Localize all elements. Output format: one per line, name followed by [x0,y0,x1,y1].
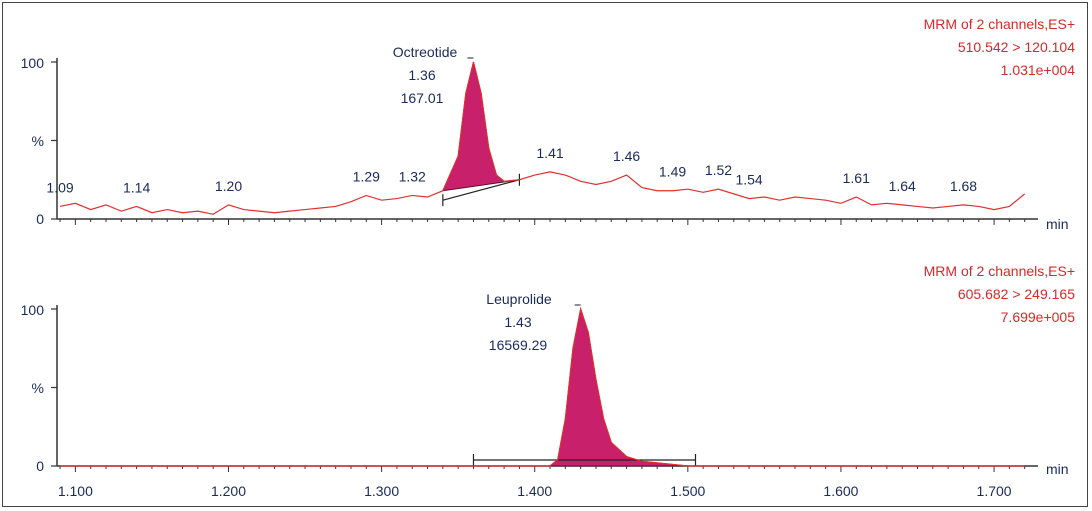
panel2-header-intensity: 7.699e+005 [1001,309,1076,325]
panel2-xunit: min [1046,461,1069,477]
panel1-rt-label: 1.20 [215,178,242,194]
panel1-header-intensity: 1.031e+004 [1001,62,1076,78]
panel1-ylabel: % [32,133,44,149]
panel1-trace-line [59,61,1026,215]
panel1-peak-area [442,61,520,192]
panel1-rt-label: 1.29 [353,168,380,184]
panel2-header-channel: MRM of 2 channels,ES+ [924,263,1075,279]
panel1-rt-label: 1.49 [659,164,686,180]
panel1-peak-name: Octreotide [393,44,458,60]
panel2-peak-rt: 1.43 [504,314,531,330]
x-tick-label: 1.300 [364,483,399,499]
panel1-rt-label: 1.68 [950,178,977,194]
x-tick-label: 1.700 [977,483,1012,499]
x-tick-label: 1.100 [58,483,93,499]
panel2-peak-area: 16569.29 [489,337,548,353]
panel1-rt-label: 1.46 [613,148,640,164]
panel2-peak-name: Leuprolide [486,291,552,307]
x-tick-label: 1.500 [670,483,705,499]
panel2-ylabel: % [32,380,44,396]
panel2-ytick-0: 0 [36,458,44,474]
panel1-header-transition: 510.542 > 120.104 [958,39,1075,55]
panel2-ytick-100: 100 [21,302,45,318]
x-tick-label: 1.600 [823,483,858,499]
panel1-peak-baseline [442,179,520,201]
panel1-rt-label: 1.41 [536,145,563,161]
panel1-xunit: min [1046,216,1069,232]
panel1-rt-label: 1.32 [399,168,426,184]
x-tick-label: 1.200 [211,483,246,499]
panel1-rt-label: 1.52 [705,162,732,178]
panel1-ytick-0: 0 [36,211,44,227]
panel1-peak-rt: 1.36 [408,67,435,83]
panel1-header-channel: MRM of 2 channels,ES+ [924,16,1075,32]
panel2-header-transition: 605.682 > 249.165 [958,286,1075,302]
panel1-rt-label: 1.64 [889,178,916,194]
panel1-peak-area: 167.01 [401,90,444,106]
panel1-rt-label: 1.54 [735,172,762,188]
panel1-ytick-100: 100 [21,55,45,71]
panel2-trace-line [60,306,1025,467]
x-tick-label: 1.400 [517,483,552,499]
panel1-rt-label: 1.14 [123,179,150,195]
panel1-rt-label: 1.61 [843,170,870,186]
panel1-rt-label: 1.09 [46,179,73,195]
